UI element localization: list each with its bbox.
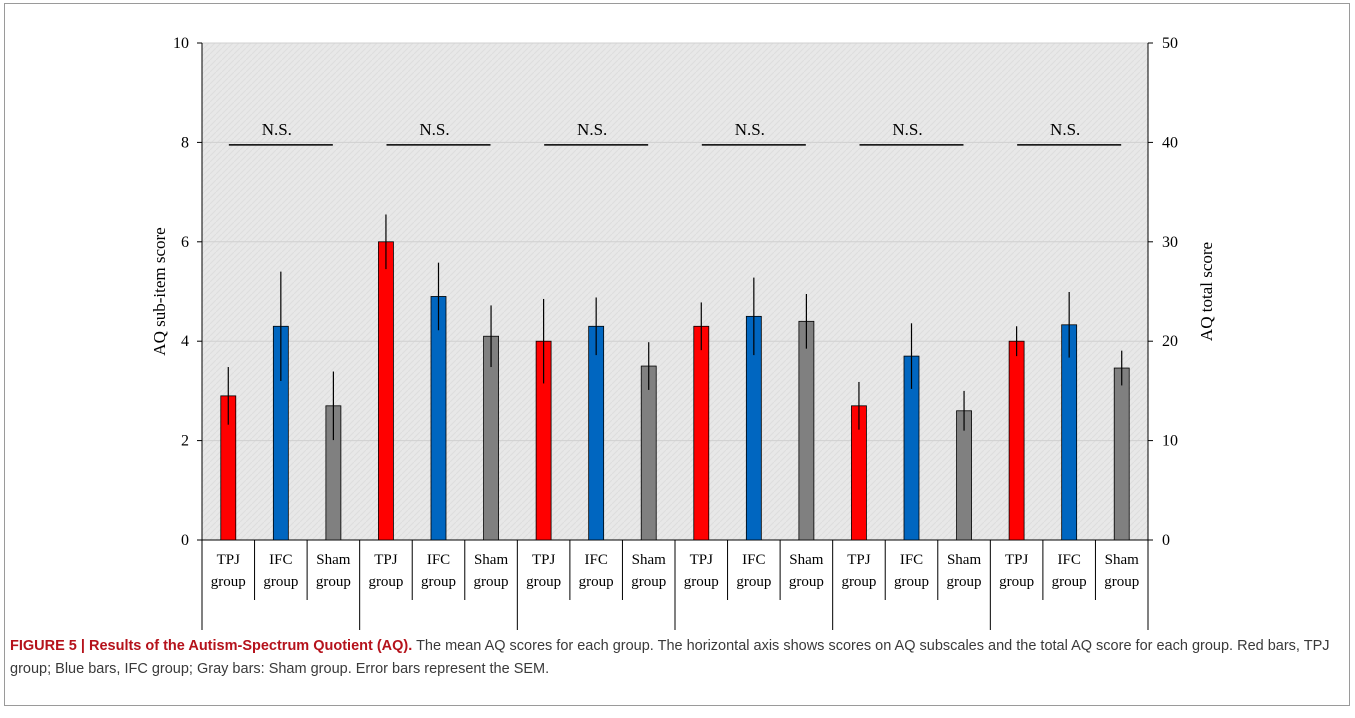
bar-tpj-group	[693, 325, 710, 541]
y2-tick-label: 40	[1162, 134, 1178, 151]
bar-sham-group	[640, 365, 657, 541]
bar-chart: 0 2 4 6 8 10 0 10 20 30 40 50 TPJ group TPJ group TPJ gro…	[150, 35, 1216, 630]
y-tick-label: 6	[181, 234, 189, 251]
group-label: group	[841, 574, 876, 590]
y-tick-label: 8	[181, 134, 189, 151]
group-label: IFC	[742, 552, 765, 568]
y-tick-label: 4	[181, 333, 189, 350]
significance-label: N.S.	[419, 120, 449, 139]
caption-body: The mean AQ scores for each group. The h…	[10, 638, 1330, 677]
bar-sham-group	[1113, 367, 1130, 541]
figure-frame	[4, 3, 1350, 706]
y2-tick-label: 30	[1162, 234, 1178, 251]
gridlines	[202, 42, 1148, 442]
bar-ifc-group	[430, 296, 447, 541]
group-label: Sham	[947, 552, 982, 568]
bar-tpj-group	[1008, 340, 1025, 541]
group-label: IFC	[1057, 552, 1080, 568]
plot-area	[202, 43, 1148, 540]
group-label: group	[474, 574, 509, 590]
group-label: TPJ	[690, 552, 714, 568]
caption-heading: FIGURE 5 | Results of the Autism-Spectru…	[10, 638, 413, 654]
group-label: IFC	[269, 552, 292, 568]
bars	[220, 144, 1130, 541]
group-label: Sham	[1105, 552, 1140, 568]
y2-axis-title: AQ total score	[1197, 242, 1216, 341]
group-label: group	[631, 574, 666, 590]
y-tick-label: 2	[181, 433, 189, 450]
axes	[197, 42, 1153, 630]
group-label: group	[894, 574, 929, 590]
group-label: Sham	[789, 552, 824, 568]
group-label: group	[526, 574, 561, 590]
group-label: IFC	[427, 552, 450, 568]
significance-label: N.S.	[1050, 120, 1080, 139]
group-label: TPJ	[847, 552, 871, 568]
y2-tick-label: 50	[1162, 35, 1178, 52]
group-label: Sham	[474, 552, 509, 568]
group-label: group	[947, 574, 982, 590]
group-label: TPJ	[217, 552, 241, 568]
group-label: group	[684, 574, 719, 590]
y2-tick-label: 0	[1162, 532, 1170, 549]
group-label: group	[1052, 574, 1087, 590]
group-label: TPJ	[1005, 552, 1029, 568]
group-label: group	[263, 574, 298, 590]
group-label: Sham	[632, 552, 667, 568]
group-label: group	[368, 574, 403, 590]
group-label: group	[1104, 574, 1139, 590]
group-label: group	[579, 574, 614, 590]
group-label: TPJ	[374, 552, 398, 568]
significance-label: N.S.	[262, 120, 292, 139]
group-label: group	[736, 574, 771, 590]
group-label: group	[316, 574, 351, 590]
y-tick-label: 10	[173, 35, 189, 52]
significance-label: N.S.	[892, 120, 922, 139]
y-axis-title: AQ sub-item score	[150, 227, 169, 355]
group-label: group	[211, 574, 246, 590]
group-label: TPJ	[532, 552, 556, 568]
y2-tick-label: 10	[1162, 433, 1178, 450]
bar-sham-group	[798, 320, 815, 541]
significance-label: N.S.	[577, 120, 607, 139]
y-tick-label: 0	[181, 532, 189, 549]
group-label: group	[789, 574, 824, 590]
group-label: group	[421, 574, 456, 590]
bar-tpj-group	[378, 241, 394, 541]
significance-label: N.S.	[735, 120, 765, 139]
group-label: group	[999, 574, 1034, 590]
group-label: IFC	[584, 552, 607, 568]
axis-labels: 0 2 4 6 8 10 0 10 20 30 40 50 TPJ group TPJ group TPJ gro…	[173, 35, 1178, 590]
group-label: Sham	[316, 552, 351, 568]
y2-tick-label: 20	[1162, 333, 1178, 350]
group-label: IFC	[900, 552, 923, 568]
bar-ifc-group	[588, 325, 605, 541]
figure-caption: FIGURE 5 | Results of the Autism-Spectru…	[10, 635, 1340, 681]
